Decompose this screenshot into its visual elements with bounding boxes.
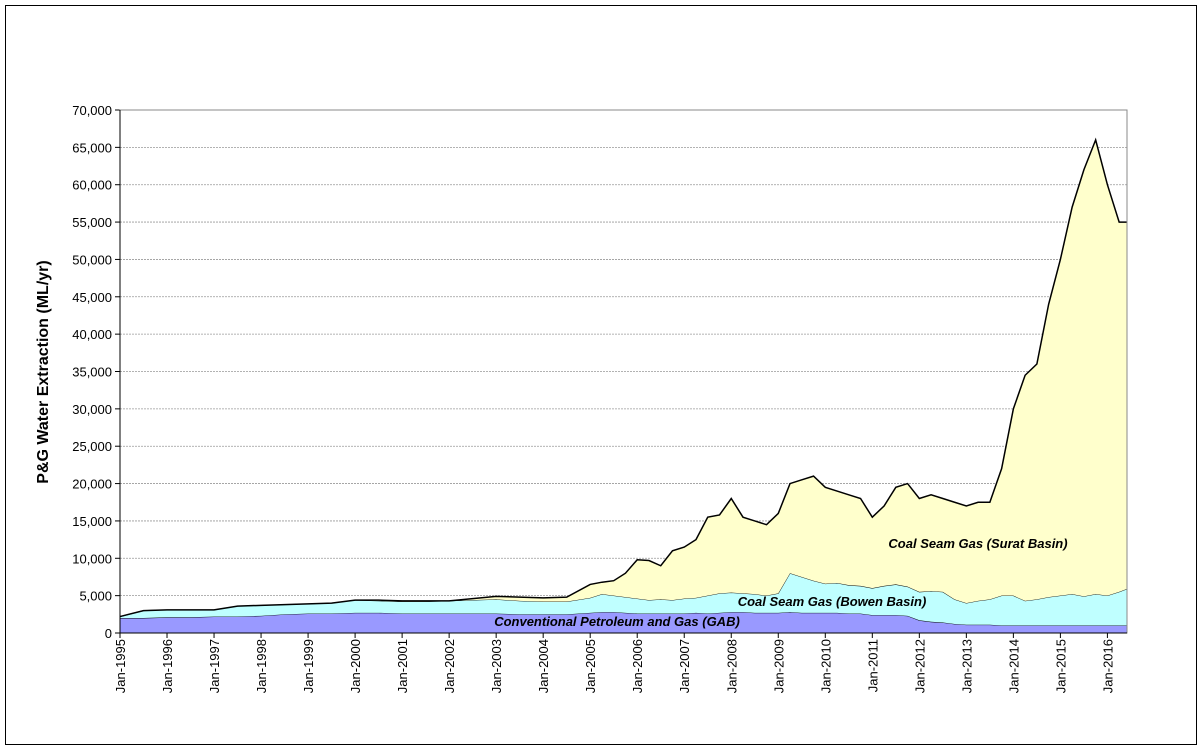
x-tick-label: Jan-2014 xyxy=(1006,639,1021,693)
x-tick-label: Jan-2001 xyxy=(395,639,410,693)
y-tick-label: 50,000 xyxy=(72,252,112,267)
y-tick-label: 55,000 xyxy=(72,215,112,230)
y-tick-label: 15,000 xyxy=(72,514,112,529)
x-tick-label: Jan-2016 xyxy=(1100,639,1115,693)
annotation: Coal Seam Gas (Surat Basin) xyxy=(888,536,1067,551)
y-tick-label: 30,000 xyxy=(72,402,112,417)
x-tick-label: Jan-2002 xyxy=(442,639,457,693)
x-tick-label: Jan-2010 xyxy=(818,639,833,693)
area xyxy=(120,573,1127,626)
y-tick-label: 40,000 xyxy=(72,327,112,342)
y-tick-label: 0 xyxy=(105,626,112,641)
x-tick-label: Jan-2011 xyxy=(865,639,880,692)
y-tick-label: 10,000 xyxy=(72,551,112,566)
x-tick-label: Jan-1996 xyxy=(160,639,175,693)
x-tick-label: Jan-2012 xyxy=(912,639,927,693)
x-tick-label: Jan-2013 xyxy=(959,639,974,693)
x-tick-label: Jan-2003 xyxy=(489,639,504,693)
x-tick-label: Jan-2000 xyxy=(348,639,363,693)
x-tick-label: Jan-2006 xyxy=(630,639,645,693)
y-tick-label: 35,000 xyxy=(72,365,112,380)
y-tick-label: 25,000 xyxy=(72,439,112,454)
y-axis-label: P&G Water Extraction (ML/yr) xyxy=(35,260,52,483)
annotation: Coal Seam Gas (Bowen Basin) xyxy=(738,594,927,609)
x-tick-label: Jan-2009 xyxy=(771,639,786,693)
y-tick-label: 60,000 xyxy=(72,178,112,193)
x-tick-label: Jan-1999 xyxy=(301,639,316,693)
y-tick-label: 65,000 xyxy=(72,140,112,155)
chart-border xyxy=(5,5,1197,745)
x-tick-label: Jan-2007 xyxy=(677,639,692,693)
area-edge xyxy=(119,137,1127,618)
x-tick-label: Jan-2005 xyxy=(583,639,598,693)
x-tick-label: Jan-2015 xyxy=(1053,639,1068,693)
area xyxy=(120,612,1127,633)
x-tick-label: Jan-2008 xyxy=(724,639,739,693)
x-tick-label: Jan-1997 xyxy=(207,639,222,693)
annotation: Conventional Petroleum and Gas (GAB) xyxy=(494,614,740,629)
x-tick-label: Jan-2004 xyxy=(536,639,551,693)
y-tick-label: 20,000 xyxy=(72,477,112,492)
x-tick-label: Jan-1998 xyxy=(254,639,269,693)
y-tick-label: 45,000 xyxy=(72,290,112,305)
x-tick-label: Jan-1995 xyxy=(113,639,128,693)
area xyxy=(120,139,1127,617)
y-tick-label: 5,000 xyxy=(79,589,112,604)
plot-area xyxy=(115,109,1128,638)
y-tick-label: 70,000 xyxy=(72,103,112,118)
